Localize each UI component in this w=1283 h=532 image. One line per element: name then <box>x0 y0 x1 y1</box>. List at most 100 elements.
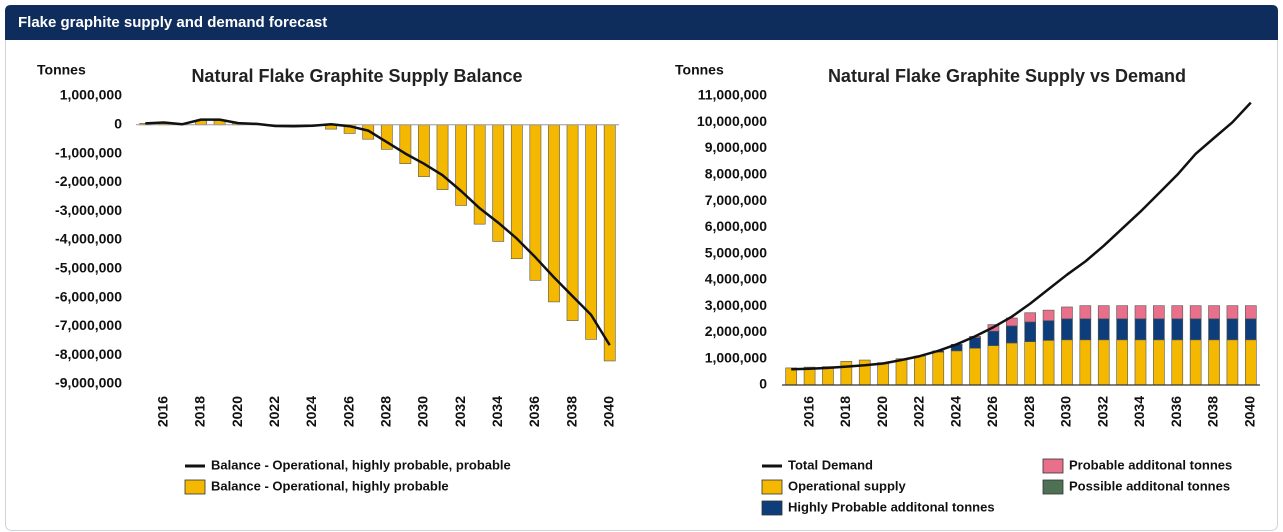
bar <box>1226 339 1239 386</box>
y-tick-label: -4,000,000 <box>55 231 122 247</box>
line-series <box>791 101 1252 371</box>
bar <box>1116 339 1128 386</box>
y-tick-label: 5,000,000 <box>705 244 767 260</box>
x-tick-label: 2038 <box>563 396 579 427</box>
x-tick-label: 2032 <box>452 396 468 427</box>
bar <box>895 358 908 386</box>
y-tick-label: 6,000,000 <box>705 218 767 234</box>
bar <box>1116 305 1128 320</box>
legend-swatch <box>184 479 206 495</box>
legend-label: Probable additonal tonnes <box>1069 457 1232 472</box>
bar <box>585 124 598 340</box>
bar <box>1189 305 1202 320</box>
bar <box>1153 318 1165 341</box>
bar <box>1116 318 1128 341</box>
y-tick-label: 0 <box>114 116 122 132</box>
y-tick-label: -2,000,000 <box>55 173 122 189</box>
x-tick-label: 2024 <box>947 396 963 427</box>
bar <box>969 347 981 386</box>
bar <box>603 124 616 362</box>
y-tick-label: 7,000,000 <box>705 192 767 208</box>
bar <box>1024 341 1037 386</box>
legend-label: Highly Probable additonal tonnes <box>788 499 995 514</box>
bar <box>1226 318 1239 341</box>
y-tick-label: 0 <box>759 376 767 392</box>
x-tick-label: 2028 <box>1021 396 1037 427</box>
y-tick-label: -3,000,000 <box>55 202 122 218</box>
x-tick-label: 2032 <box>1094 396 1110 427</box>
y-tick-label: 9,000,000 <box>705 139 767 155</box>
bar <box>1134 305 1147 320</box>
legend-swatch <box>761 479 783 495</box>
chart-title: Natural Flake Graphite Supply vs Demand <box>828 66 1186 86</box>
x-tick-label: 2040 <box>1242 396 1258 427</box>
bar <box>1079 339 1092 386</box>
legend-swatch <box>761 500 783 516</box>
bar <box>987 345 1000 386</box>
bar <box>1208 305 1220 320</box>
x-tick-label: 2036 <box>1168 396 1184 427</box>
bar <box>418 124 430 177</box>
line-series <box>145 118 611 346</box>
y-tick-label: 1,000,000 <box>60 87 122 103</box>
x-tick-label: 2030 <box>415 396 431 427</box>
bar <box>840 361 853 386</box>
x-tick-label: 2026 <box>984 396 1000 427</box>
bar <box>785 367 798 386</box>
panel-header <box>5 5 1278 40</box>
bar <box>987 330 1000 346</box>
bar <box>1171 305 1184 320</box>
x-tick-label: 2016 <box>800 396 816 427</box>
bar <box>1208 339 1220 386</box>
bar <box>1079 305 1092 320</box>
bar <box>1134 318 1147 341</box>
y-tick-label: 1,000,000 <box>705 349 767 365</box>
y-tick-label: -8,000,000 <box>55 346 122 362</box>
y-tick-label: 11,000,000 <box>698 87 768 103</box>
legend-label: Total Demand <box>788 457 873 472</box>
bar <box>1153 339 1165 386</box>
bar <box>1153 305 1165 320</box>
x-tick-label: 2036 <box>526 396 542 427</box>
bar <box>1244 318 1257 341</box>
bar <box>914 355 926 386</box>
chart-title: Natural Flake Graphite Supply Balance <box>191 66 522 86</box>
x-tick-label: 2034 <box>1131 396 1147 427</box>
bar <box>1042 320 1055 341</box>
bar <box>1024 312 1037 323</box>
bar <box>1042 309 1055 321</box>
panel-title: Flake graphite supply and demand forecas… <box>18 14 327 31</box>
legend-swatch <box>1042 479 1064 495</box>
y-tick-label: -7,000,000 <box>55 317 122 333</box>
bar <box>1079 318 1092 341</box>
legend-label: Balance - Operational, highly probable, … <box>211 457 511 472</box>
bar <box>1061 339 1073 386</box>
bar <box>877 362 889 386</box>
x-tick-label: 2020 <box>229 396 245 427</box>
x-tick-label: 2030 <box>1058 396 1074 427</box>
x-tick-label: 2016 <box>155 396 171 427</box>
legend-label: Operational supply <box>788 478 907 493</box>
legend-label: Possible additonal tonnes <box>1069 478 1230 493</box>
x-tick-label: 2018 <box>192 396 208 427</box>
bar <box>1244 305 1257 320</box>
y-tick-label: 3,000,000 <box>705 297 767 313</box>
bar <box>1005 325 1018 344</box>
bar <box>548 124 560 303</box>
x-tick-label: 2038 <box>1205 396 1221 427</box>
y-tick-label: -1,000,000 <box>55 144 122 160</box>
bar <box>1024 321 1037 342</box>
bar <box>1208 318 1220 341</box>
x-tick-label: 2022 <box>266 396 282 427</box>
bar <box>1061 318 1073 341</box>
y-tick-label: -5,000,000 <box>55 260 122 276</box>
bar <box>1005 342 1018 386</box>
legend-swatch <box>1042 458 1064 474</box>
bar <box>399 124 412 164</box>
y-axis-title: Tonnes <box>37 62 86 78</box>
y-tick-label: 2,000,000 <box>705 323 767 339</box>
y-tick-label: 8,000,000 <box>705 166 767 182</box>
x-tick-label: 2022 <box>911 396 927 427</box>
